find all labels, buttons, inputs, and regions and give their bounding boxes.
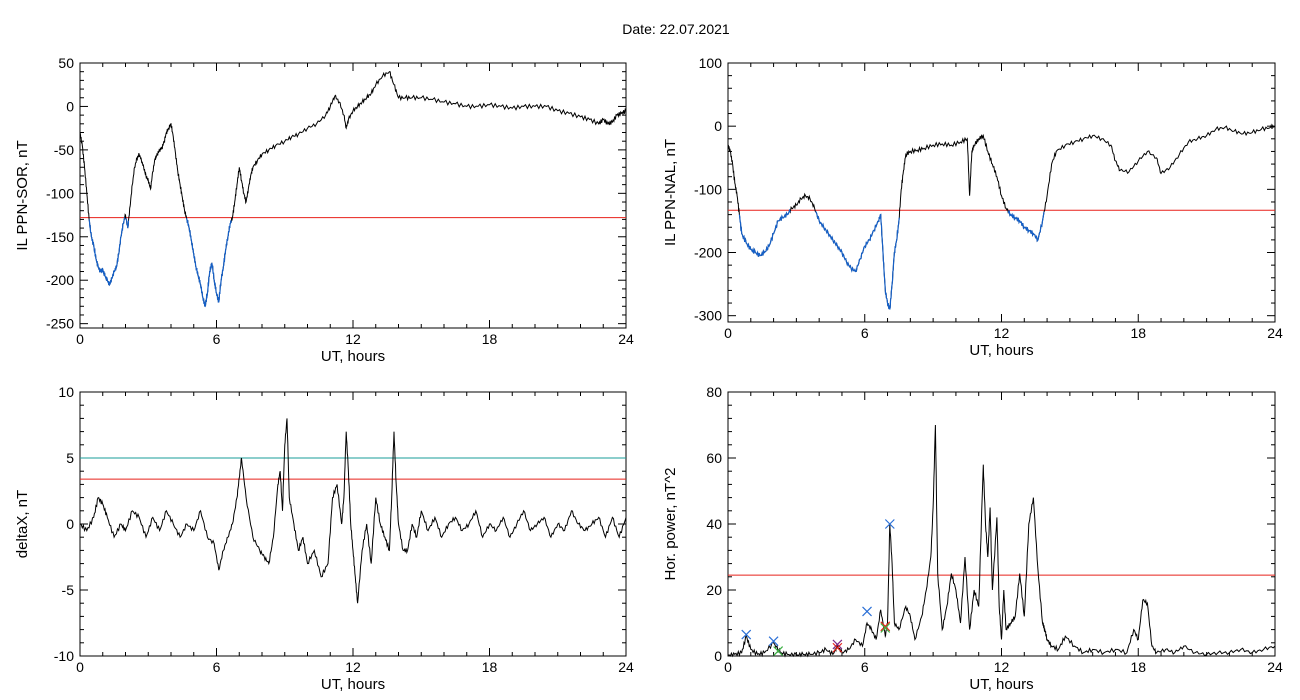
y-tick-label: 10	[58, 384, 74, 400]
data-line	[727, 424, 1276, 658]
y-axis-label: IL PPN-NAL, nT	[662, 139, 679, 246]
below-threshold-segment	[1007, 210, 1045, 243]
y-tick-label: -200	[46, 272, 74, 288]
x-marker	[773, 646, 784, 656]
y-tick-label: -250	[46, 316, 74, 332]
y-tick-label: 40	[706, 516, 722, 532]
x-axis-label: UT, hours	[969, 676, 1033, 693]
y-tick-label: 5	[66, 450, 74, 466]
data-line	[79, 71, 627, 308]
x-axis-label: UT, hours	[321, 676, 385, 693]
y-axis-label: Hor. power, nT^2	[662, 468, 679, 581]
x-tick-label: 6	[213, 331, 221, 347]
x-tick-label: 0	[724, 659, 732, 675]
y-axis-label: deltaX, nT	[14, 490, 31, 558]
x-marker	[768, 636, 779, 647]
x-marker	[741, 629, 752, 640]
y-tick-label: -5	[62, 582, 75, 598]
x-marker	[880, 621, 891, 632]
x-tick-label: 18	[482, 331, 498, 347]
x-tick-label: 0	[724, 325, 732, 341]
x-tick-label: 0	[76, 331, 84, 347]
x-tick-label: 18	[482, 659, 498, 675]
y-tick-label: -200	[694, 245, 722, 261]
y-tick-label: 0	[66, 98, 74, 114]
below-threshold-segment	[815, 211, 900, 310]
y-tick-label: 50	[58, 55, 74, 71]
y-tick-label: 60	[706, 450, 722, 466]
y-tick-label: -300	[694, 308, 722, 324]
x-marker	[884, 519, 895, 529]
x-tick-label: 6	[861, 325, 869, 341]
y-tick-label: 100	[699, 55, 723, 71]
y-axis-label: IL PPN-SOR, nT	[14, 140, 31, 250]
data-line	[727, 123, 1276, 310]
x-marker	[832, 639, 843, 650]
y-tick-label: -100	[694, 181, 722, 197]
chart-panel-2: 0 6 12 18 24 100 0 -100 -200 -300 UT, hours IL PPN-…	[662, 55, 1283, 359]
chart-panel-4: 0 6 12 18 24 80 60 40 20 0 UT, hours Hor. power, nT…	[662, 384, 1283, 693]
below-threshold-segment	[88, 216, 126, 287]
y-tick-label: 0	[714, 118, 722, 134]
x-tick-label: 12	[345, 331, 361, 347]
below-threshold-segment	[185, 218, 232, 308]
plot-frame	[727, 391, 1276, 657]
x-tick-label: 12	[994, 325, 1010, 341]
y-tick-label: 0	[714, 648, 722, 664]
y-tick-label: 80	[706, 384, 722, 400]
x-tick-label: 18	[1130, 659, 1146, 675]
y-tick-label: -50	[54, 142, 74, 158]
x-tick-label: 12	[994, 659, 1010, 675]
data-line	[79, 418, 627, 604]
x-tick-label: 24	[618, 659, 634, 675]
chart-panel-3: 0 6 12 18 24 10 5 0 -5 -10 UT, hours deltaX, nT	[14, 384, 634, 693]
y-tick-label: -100	[46, 185, 74, 201]
x-marker	[832, 642, 843, 653]
chart-panel-1: 0 6 12 18 24 50 0 -50 -100 -150 -200 -250 UT, hours I…	[14, 55, 634, 365]
x-tick-label: 6	[213, 659, 221, 675]
x-tick-label: 12	[345, 659, 361, 675]
x-tick-label: 0	[76, 659, 84, 675]
below-threshold-segment	[738, 208, 791, 257]
y-tick-label: 0	[66, 516, 74, 532]
x-tick-label: 24	[1267, 325, 1283, 341]
x-axis-label: UT, hours	[969, 342, 1033, 359]
x-axis-label: UT, hours	[321, 348, 385, 365]
y-tick-label: 20	[706, 582, 722, 598]
plot-frame	[79, 62, 627, 329]
plot-frame	[727, 62, 1276, 323]
figure-title: Date: 22.07.2021	[622, 21, 730, 37]
x-tick-label: 6	[861, 659, 869, 675]
y-tick-label: -150	[46, 229, 74, 245]
x-tick-label: 24	[1267, 659, 1283, 675]
x-marker	[880, 623, 891, 633]
x-tick-label: 24	[618, 331, 634, 347]
below-threshold-segment	[125, 218, 130, 229]
y-tick-label: -10	[54, 648, 74, 664]
x-marker	[862, 606, 872, 617]
x-tick-label: 18	[1130, 325, 1146, 341]
